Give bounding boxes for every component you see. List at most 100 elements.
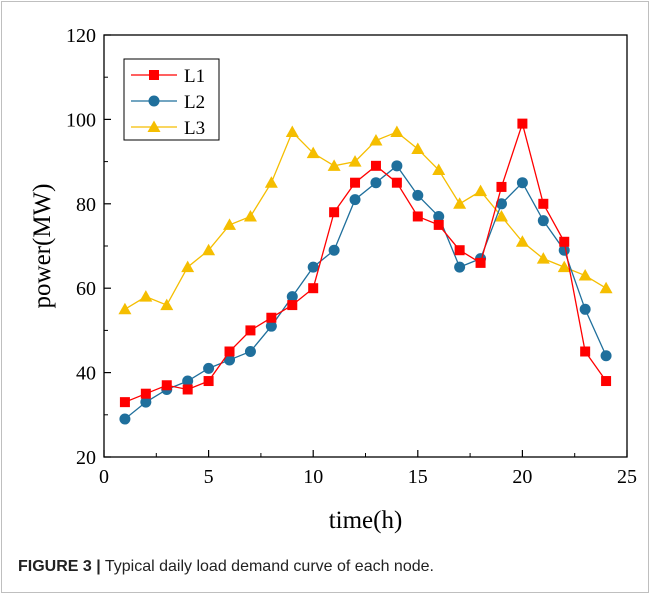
series-l1 — [119, 118, 612, 408]
series-l1-point — [475, 257, 486, 268]
x-tick-label: 25 — [617, 466, 637, 488]
series-l2-line — [124, 164, 607, 420]
series-l3-point — [306, 146, 320, 159]
series-l2-point — [349, 194, 361, 206]
figure-caption: FIGURE 3 | Typical daily load demand cur… — [18, 558, 434, 576]
series-l3-line — [124, 130, 607, 310]
legend-l3-marker — [147, 120, 161, 132]
series-l1-point — [370, 160, 381, 171]
x-tick-label: 15 — [408, 466, 428, 488]
series-l3-point — [348, 155, 362, 167]
series-l1-point — [433, 219, 444, 230]
y-tick-label: 80 — [76, 194, 96, 216]
series-l3-point — [432, 163, 446, 176]
series-l1-point — [538, 198, 549, 209]
series-l1-point — [454, 245, 465, 256]
series-l3-point — [264, 176, 278, 188]
series-l2-point — [328, 244, 340, 256]
series-l1-point — [140, 388, 151, 399]
series-l3-point — [369, 134, 383, 146]
series-l2-point — [600, 350, 612, 362]
figure-label: FIGURE 3 | — [18, 558, 101, 575]
y-tick-label: 40 — [76, 363, 96, 385]
series-l2-point — [495, 198, 507, 210]
x-tick-label: 10 — [303, 466, 323, 488]
series-l3-point — [327, 159, 341, 171]
series-l1-point — [391, 177, 402, 188]
series-l2-point — [307, 261, 319, 273]
series-l3-point — [390, 125, 404, 138]
series-l1-point — [350, 177, 361, 188]
series-l3-point — [536, 252, 550, 264]
series-l3-point — [411, 142, 425, 154]
series-l2-point — [391, 160, 403, 172]
series-l2-point — [286, 291, 298, 303]
series-l3-point — [181, 260, 195, 273]
series-l2-point — [433, 210, 445, 222]
series-l3-point — [453, 197, 467, 209]
y-tick-label: 60 — [76, 278, 96, 300]
series-l1-point — [203, 376, 214, 387]
series-l3-point — [118, 302, 132, 315]
series-l2-point — [119, 413, 131, 425]
series-l1-point — [161, 380, 172, 391]
series-l2 — [119, 160, 612, 425]
series-l2-point — [224, 354, 236, 366]
series-l2-point — [579, 303, 591, 315]
series-l2-point — [203, 362, 215, 374]
series-l1-point — [182, 384, 193, 395]
series-l3-point — [223, 218, 237, 230]
series-l2-point — [244, 346, 256, 357]
series-l1-point — [266, 312, 277, 323]
series-l3-point — [139, 290, 153, 302]
series-l1-line — [124, 121, 607, 403]
series-l1-point — [245, 325, 256, 336]
x-tick-label: 20 — [512, 466, 532, 488]
series-l3-point — [599, 281, 613, 294]
x-tick-label: 0 — [99, 466, 109, 488]
legend-l1-marker — [149, 70, 159, 80]
series-l3-point — [160, 298, 174, 311]
series-l1-point — [559, 236, 570, 247]
series-l3-point — [474, 184, 488, 197]
series-l2-point — [182, 375, 194, 387]
series-l1-point — [517, 118, 528, 129]
y-tick-label: 120 — [66, 25, 96, 47]
series-l1-point — [224, 346, 235, 357]
series-l1-point — [329, 207, 340, 218]
legend-l2-marker — [148, 95, 160, 107]
legend: L1 L2 L3 — [123, 58, 220, 141]
series-l3-point — [494, 209, 508, 222]
legend-l1-label: L1 — [184, 66, 205, 87]
series-l3-point — [515, 235, 529, 247]
series-l2-point — [412, 189, 424, 201]
y-tick-label: 20 — [76, 447, 96, 469]
series-l3-point — [557, 260, 571, 273]
series-l3-point — [202, 243, 216, 256]
series-l1-point — [308, 283, 319, 294]
series-l2-point — [370, 177, 382, 189]
series-l3-point — [578, 269, 592, 281]
series-l1-point — [119, 397, 130, 408]
x-tick-label: 5 — [204, 466, 214, 488]
series-l1-point — [580, 346, 591, 357]
series-l2-point — [265, 320, 277, 332]
series-l3 — [118, 125, 613, 315]
series-l1-point — [601, 376, 612, 387]
x-axis-title: time(h) — [329, 507, 403, 534]
y-tick-label: 100 — [66, 109, 96, 131]
legend-l3-label: L3 — [184, 118, 205, 139]
caption-text: Typical daily load demand curve of each … — [100, 558, 434, 575]
line-chart: 0 5 10 15 20 25 20 40 60 80 100 120 time(h) power(MW)… — [29, 25, 637, 534]
series-l1-point — [287, 300, 298, 311]
series-l2-point — [537, 215, 549, 227]
series-l1-point — [496, 181, 507, 192]
y-axis-title: power(MW) — [29, 184, 56, 309]
series-l3-point — [285, 125, 299, 138]
series-l2-point — [140, 396, 152, 408]
series-l1-point — [412, 211, 423, 222]
series-l2-point — [516, 177, 528, 189]
series-l2-point — [454, 261, 466, 273]
series-l3-point — [243, 209, 257, 222]
